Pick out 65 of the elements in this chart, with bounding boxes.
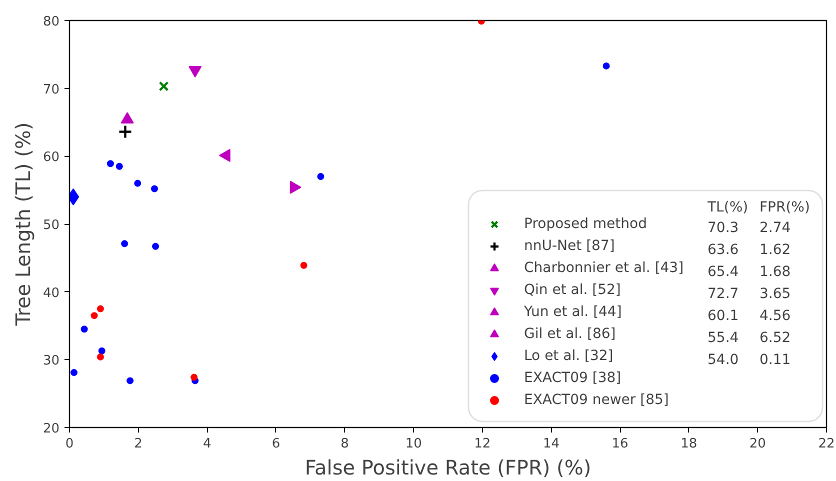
y-tick-label: 60 [42,150,60,166]
annotation: 1.68 [760,264,791,280]
y-tick-label: 80 [42,14,60,30]
point [106,160,114,168]
legend-label: Charbonnier et al. [43] [524,259,684,278]
point [98,347,106,354]
annotation: 4.56 [760,308,791,324]
point [96,353,104,360]
annotation: 55.4 [708,330,739,346]
point [134,180,142,187]
y-tick-label: 30 [42,354,60,369]
annotation: 1.62 [760,242,791,258]
x-axis-title: False Positive Rate (FPR) (%) [304,456,592,480]
point [158,81,169,92]
x-tick-label: 8 [340,436,349,452]
x-tick-label: 4 [203,436,212,452]
legend-label: EXACT09 [38] [524,369,622,388]
legend-label: Lo et al. [32] [524,347,614,366]
x-tick-label: 22 [818,436,835,452]
y-tick-label: 70 [42,82,60,98]
legend-label: Gil et al. [86] [524,325,616,344]
annotation: TL(%) [706,200,748,216]
point [152,242,160,250]
point [80,326,88,333]
x-tick-label: 14 [542,436,560,452]
point [317,173,324,180]
y-tick-label: 50 [42,218,60,233]
point [602,62,610,70]
point [150,185,158,192]
point [126,377,134,384]
annotation: 54.0 [708,352,739,368]
annotation: 3.65 [760,286,791,302]
x-tick-label: 10 [405,436,422,452]
x-tick-label: 12 [474,436,491,452]
annotation: 70.3 [708,220,739,236]
point [118,124,132,139]
legend-label: Qin et al. [52] [524,281,621,300]
x-tick-label: 16 [612,436,628,452]
annotation: 0.11 [760,352,791,368]
annotation: 72.7 [708,286,739,302]
point [70,369,78,376]
x-tick-label: 18 [680,436,698,452]
point [121,240,128,248]
x-tick-label: 6 [272,436,280,452]
annotation: 65.4 [708,264,739,280]
annotation: 60.1 [708,308,739,324]
y-tick-label: 20 [42,422,60,436]
x-tick-label: 20 [749,436,766,452]
legend-label: Proposed method [524,215,647,234]
annotation: FPR(%) [760,200,810,216]
point [300,262,308,269]
point [96,305,104,312]
legend-label: nnU-Net [87] [524,237,615,256]
annotation: 63.6 [708,242,739,258]
x-tick-label: 0 [65,436,74,452]
y-tick-label: 40 [42,286,60,301]
annotation: 2.74 [760,220,791,236]
point [190,374,198,381]
x-tick-label: 2 [134,436,142,452]
legend-label: Yun et al. [44] [524,303,622,322]
annotation: 6.52 [760,330,791,346]
point [116,162,123,170]
legend-label: EXACT09 newer [85] [524,391,669,410]
point [90,312,98,320]
y-axis-title: Tree Length (TL) (%) [10,122,35,327]
